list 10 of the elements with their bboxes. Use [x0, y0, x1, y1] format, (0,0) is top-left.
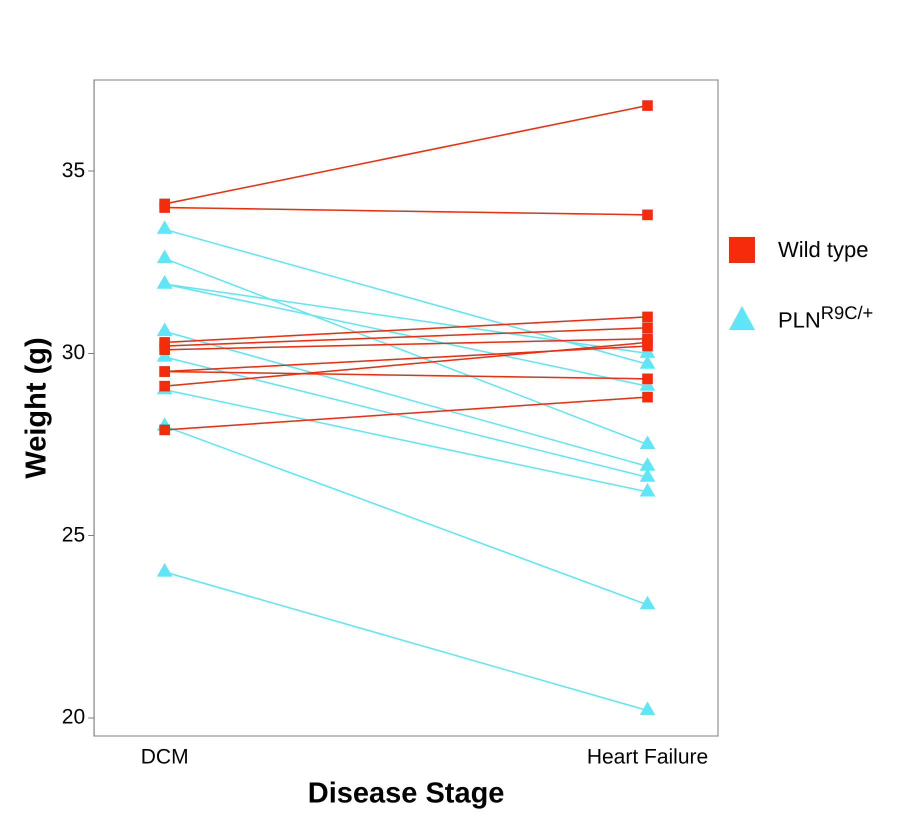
y-tick-label: 25 [62, 523, 86, 546]
legend-label: PLN$^{R9C/+}$ [778, 302, 874, 334]
x-tick-label: DCM [140, 745, 189, 768]
y-tick-label: 35 [62, 158, 86, 182]
x-tick-label: Heart Failure [586, 745, 708, 768]
y-tick-label: 30 [62, 341, 86, 364]
x-axis-title: Disease Stage [308, 778, 504, 810]
legend-label: Wild type [778, 237, 868, 263]
y-axis-title: Weight (g) [20, 337, 52, 479]
y-tick-label: 20 [62, 706, 86, 729]
